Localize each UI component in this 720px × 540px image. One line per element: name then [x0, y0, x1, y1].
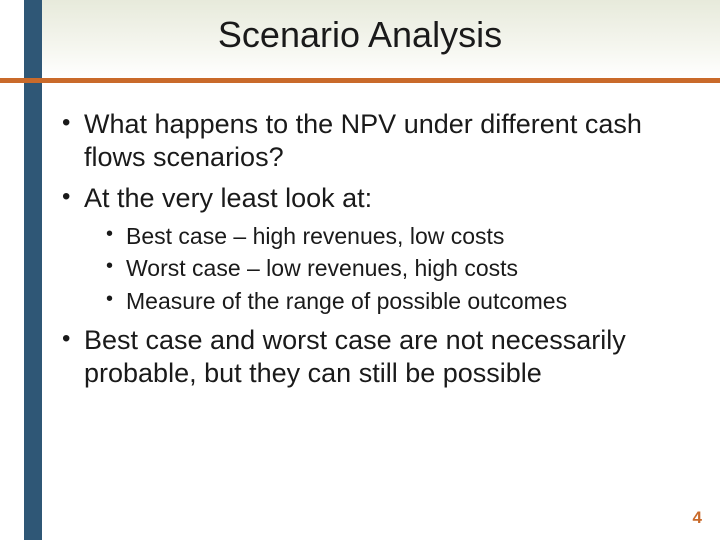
page-number: 4 [693, 508, 702, 528]
bullet-list: What happens to the NPV under different … [58, 108, 696, 390]
sub-bullet-item: Worst case – low revenues, high costs [104, 253, 696, 283]
bullet-text: At the very least look at: [84, 183, 372, 213]
slide-title: Scenario Analysis [0, 14, 720, 56]
slide-body: What happens to the NPV under different … [58, 108, 696, 398]
bullet-item: Best case and worst case are not necessa… [58, 324, 696, 390]
bullet-item: At the very least look at: Best case – h… [58, 182, 696, 316]
sub-bullet-item: Measure of the range of possible outcome… [104, 286, 696, 316]
slide: Scenario Analysis What happens to the NP… [0, 0, 720, 540]
bullet-item: What happens to the NPV under different … [58, 108, 696, 174]
sub-bullet-item: Best case – high revenues, low costs [104, 221, 696, 251]
divider-rule [0, 78, 720, 83]
sub-bullet-list: Best case – high revenues, low costs Wor… [84, 221, 696, 316]
